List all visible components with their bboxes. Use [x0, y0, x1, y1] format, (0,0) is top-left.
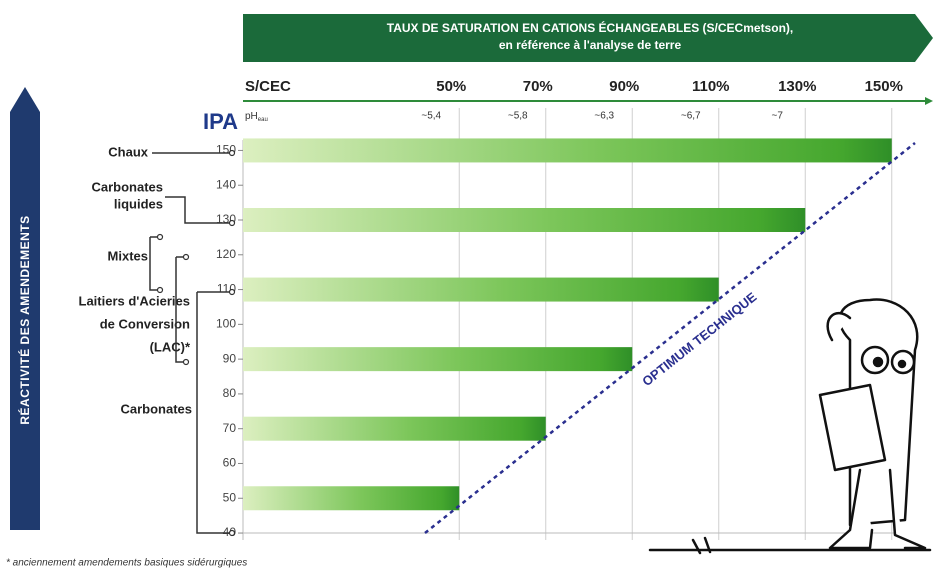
- ph-label: pHeau: [245, 111, 268, 123]
- bar: [243, 416, 546, 441]
- x-tick-label: 70%: [523, 78, 553, 95]
- connector-dot: [228, 149, 236, 157]
- amendment-label: Chaux: [108, 144, 149, 159]
- header-title: TAUX DE SATURATION EN CATIONS ÉCHANGEABL…: [387, 20, 793, 35]
- bar: [243, 277, 719, 302]
- ph-sub: eau: [258, 117, 268, 123]
- cartoon: [648, 298, 932, 555]
- ph-tick-label: ~6,7: [681, 111, 701, 122]
- x-axis-label: S/CEC: [245, 78, 291, 95]
- x-tick-label: 50%: [436, 78, 466, 95]
- connector-dot: [228, 219, 236, 227]
- y-tick-label: 70: [223, 421, 237, 435]
- connector: [196, 291, 232, 534]
- bar: [243, 347, 633, 372]
- side-arrow: [10, 87, 40, 530]
- ph-tick-label: ~5,8: [508, 111, 528, 122]
- bar: [243, 486, 460, 511]
- connector-dot: [228, 529, 236, 537]
- optimum-line: [424, 142, 916, 534]
- x-tick-label: 110%: [692, 78, 730, 95]
- annotation: OPTIMUM TECHNIQUE: [639, 289, 759, 389]
- connector: [165, 196, 232, 224]
- x-tick-label: 130%: [778, 78, 816, 95]
- amendment-label: de Conversion: [100, 316, 190, 331]
- y-tick-label: 140: [216, 177, 236, 191]
- connector-dot: [156, 233, 164, 241]
- y-tick-label: 80: [223, 386, 237, 400]
- amendment-label: Carbonates: [120, 401, 192, 416]
- x-tick-label: 90%: [609, 78, 639, 95]
- connector-dot: [182, 358, 190, 366]
- y-tick-label: 60: [223, 456, 237, 470]
- amendment-label: (LAC)*: [150, 339, 191, 354]
- footnote: * anciennement amendements basiques sidé…: [6, 558, 247, 569]
- ph-text: pH: [245, 111, 258, 122]
- bar: [243, 138, 892, 163]
- amendment-label: Carbonates: [91, 179, 163, 194]
- connector-dot: [156, 286, 164, 294]
- y-axis-label: IPA: [203, 109, 238, 134]
- header-banner: [243, 14, 933, 62]
- ph-tick-label: ~6,3: [594, 111, 614, 122]
- header-title: en référence à l'analyse de terre: [499, 38, 682, 52]
- connector: [149, 236, 160, 291]
- connector-dot: [182, 253, 190, 261]
- y-tick-label: 50: [223, 490, 237, 504]
- side-label: RÉACTIVITÉ DES AMENDEMENTS: [17, 215, 32, 424]
- ph-tick-label: ~5,4: [421, 111, 441, 122]
- ph-tick-label: ~7: [772, 111, 784, 122]
- y-tick-label: 120: [216, 247, 236, 261]
- x-tick-label: 150%: [865, 78, 903, 95]
- amendment-label: Laitiers d'Acieries: [79, 293, 190, 308]
- bar: [243, 208, 806, 232]
- amendment-label: Mixtes: [108, 248, 148, 263]
- y-tick-label: 90: [223, 351, 237, 365]
- amendment-label: liquides: [114, 196, 163, 211]
- connector-dot: [228, 288, 236, 296]
- y-tick-label: 100: [216, 317, 236, 331]
- axis-arrow: [925, 97, 933, 105]
